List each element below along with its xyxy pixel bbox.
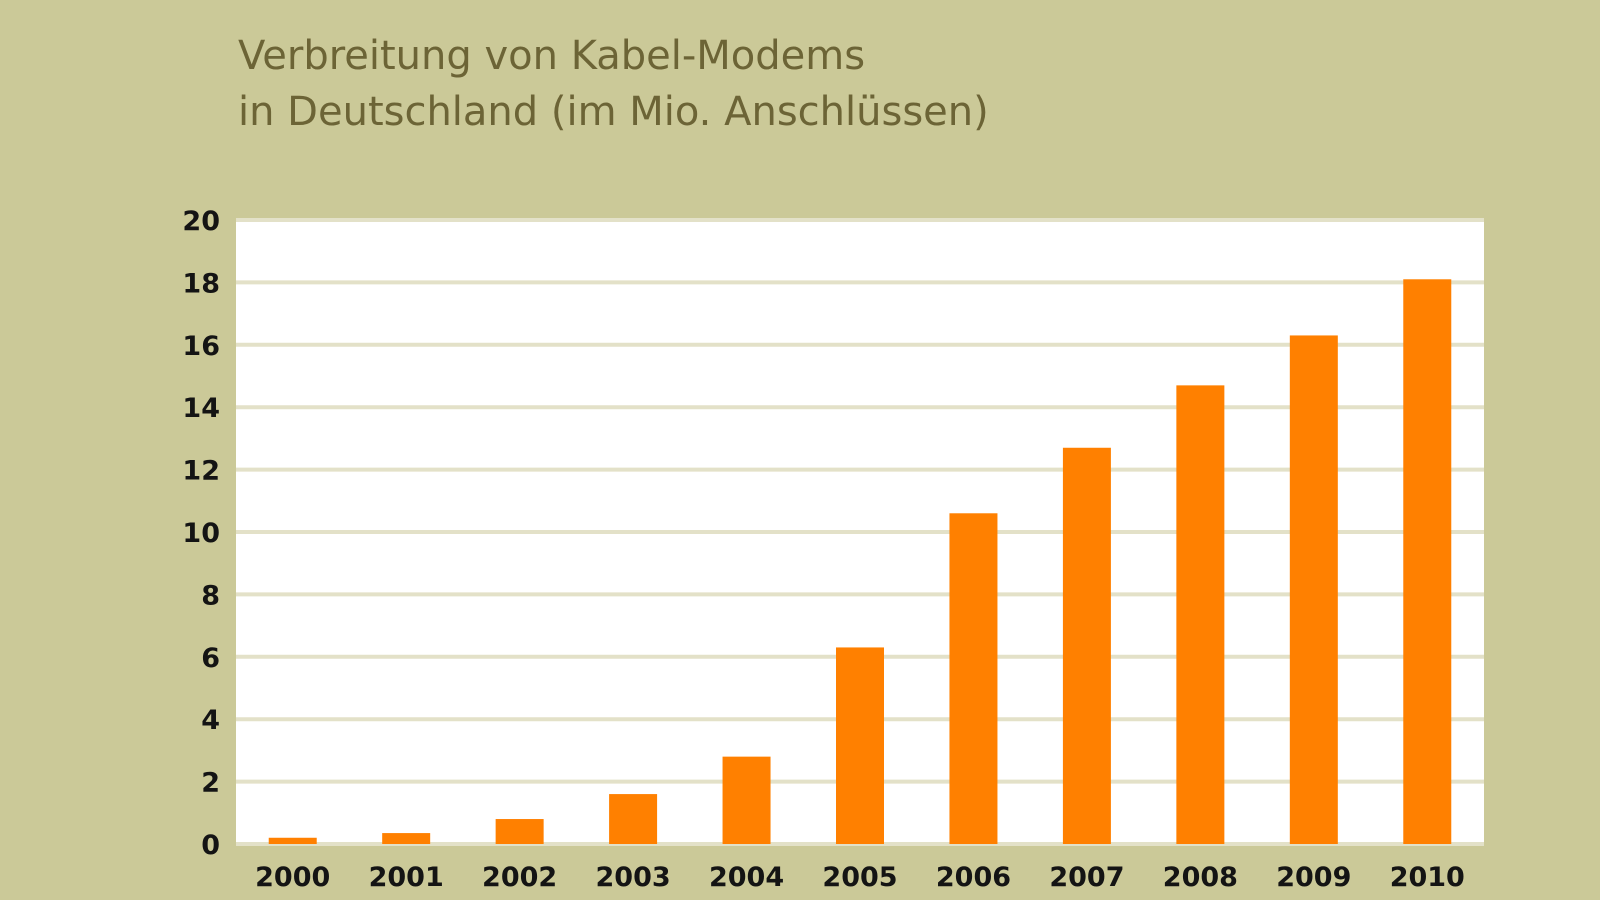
x-tick-label: 2009 (1276, 862, 1351, 893)
bar-2000 (268, 837, 317, 844)
y-tick-label: 6 (201, 643, 220, 674)
y-tick-label: 12 (182, 456, 220, 487)
chart-title-line-2: in Deutschland (im Mio. Anschlüssen) (238, 89, 989, 135)
x-tick-label: 2006 (936, 862, 1011, 893)
bar-2005 (836, 647, 884, 844)
chart-title: Verbreitung von Kabel-Modems in Deutschl… (238, 28, 989, 140)
y-tick-label: 14 (182, 393, 220, 424)
bar-2003 (609, 794, 658, 844)
chart-title-line-1: Verbreitung von Kabel-Modems (238, 33, 866, 79)
x-tick-label: 2002 (482, 862, 557, 893)
y-tick-label: 16 (182, 331, 220, 362)
x-tick-label: 2008 (1163, 862, 1238, 893)
y-tick-label: 2 (201, 768, 220, 799)
bar-2007 (1062, 447, 1111, 844)
x-tick-label: 2000 (255, 862, 330, 893)
y-tick-label: 20 (182, 206, 220, 237)
bar-2010 (1403, 279, 1452, 844)
x-tick-label: 2005 (822, 862, 897, 893)
x-tick-label: 2004 (709, 862, 784, 893)
x-tick-label: 2007 (1049, 862, 1124, 893)
bar-2008 (1176, 385, 1225, 844)
y-axis-ticks: 0 2 4 6 8 10 12 14 16 18 20 (182, 206, 220, 861)
x-tick-label: 2001 (369, 862, 444, 893)
y-tick-label: 0 (201, 830, 220, 861)
y-tick-label: 4 (201, 705, 220, 736)
x-tick-label: 2003 (596, 862, 671, 893)
bar-2004 (722, 756, 771, 844)
bars (268, 279, 1452, 844)
x-tick-label: 2010 (1390, 862, 1465, 893)
bar-2006 (949, 513, 998, 844)
bar-2009 (1289, 335, 1338, 844)
bar-2001 (382, 833, 431, 844)
y-tick-label: 18 (182, 268, 220, 299)
x-axis-ticks: 2000 2001 2002 2003 2004 2005 2006 2007 2008 2009… (255, 862, 1465, 893)
y-tick-label: 10 (182, 518, 220, 549)
y-tick-label: 8 (201, 580, 220, 611)
bar-2002 (495, 819, 544, 844)
